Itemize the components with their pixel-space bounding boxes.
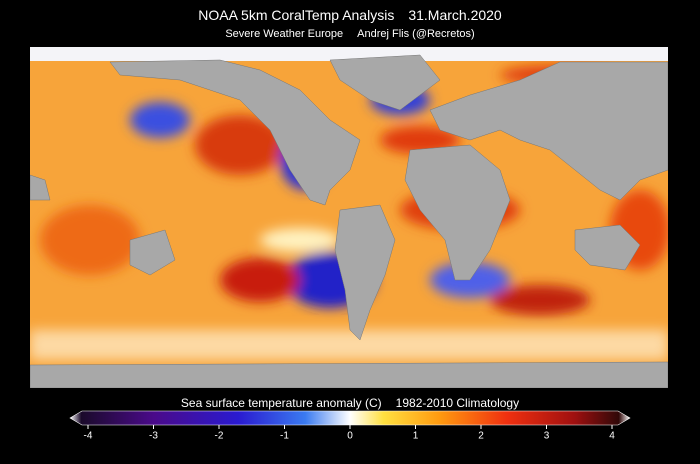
tick-label: 4 <box>609 431 615 442</box>
subtitle: Severe Weather Europe Andrej Flis (@Recre… <box>225 28 474 40</box>
tick-label: -4 <box>84 431 93 442</box>
tick-label: -1 <box>280 431 289 442</box>
colorbar <box>69 410 631 426</box>
sst-map <box>30 47 668 388</box>
tick-label: 2 <box>478 431 484 442</box>
colorbar-ticks: -4 -3 -2 -1 0 1 2 3 4 <box>84 425 615 442</box>
land <box>30 54 668 388</box>
tick-label: 1 <box>413 431 419 442</box>
tick-label: -2 <box>215 431 224 442</box>
tick-label: 0 <box>347 431 353 442</box>
title: NOAA 5km CoralTemp Analysis 31.March.2020 <box>198 7 502 23</box>
tick-label: -3 <box>149 431 158 442</box>
colorbar-title: Sea surface temperature anomaly (C) 1982-… <box>181 396 519 410</box>
tick-label: 3 <box>544 431 550 442</box>
